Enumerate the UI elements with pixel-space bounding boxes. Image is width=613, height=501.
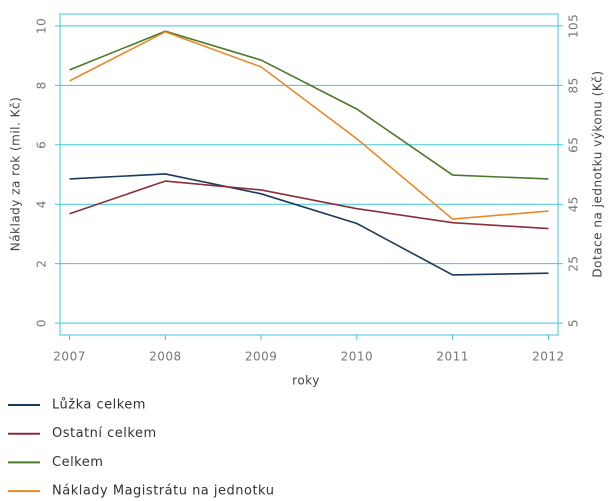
x-tick-label: 2008 xyxy=(149,350,182,364)
legend-label: Lůžka celkem xyxy=(52,398,146,413)
series-line xyxy=(69,180,549,230)
legend-label: Celkem xyxy=(52,455,103,470)
series-line xyxy=(69,30,549,220)
x-tick-label: 2010 xyxy=(341,350,374,364)
y2-tick-label: 45 xyxy=(567,196,581,212)
y2-tick-label: 25 xyxy=(567,256,581,272)
y-tick-label: 10 xyxy=(35,18,49,34)
legend-label: Ostatní celkem xyxy=(52,426,157,441)
x-tick-label: 2007 xyxy=(53,350,86,364)
y-tick-label: 4 xyxy=(35,200,49,208)
y2-axis-label: Dotace na jednotku výkonu (Kč) xyxy=(591,70,605,277)
y-axis-label: Náklady za rok (mil. Kč) xyxy=(9,97,23,252)
x-axis-label: roky xyxy=(292,374,320,388)
y-tick-label: 2 xyxy=(35,260,49,268)
x-tick-label: 2011 xyxy=(436,350,469,364)
y2-tick-label: 85 xyxy=(567,77,581,93)
series-line xyxy=(69,173,549,276)
x-tick-label: 2012 xyxy=(532,350,565,364)
x-tick-label: 2009 xyxy=(245,350,278,364)
y2-tick-label: 105 xyxy=(567,14,581,38)
y2-tick-label: 65 xyxy=(567,137,581,153)
series-line xyxy=(69,30,549,180)
y-tick-label: 0 xyxy=(35,319,49,327)
legend-label: Náklady Magistrátu na jednotku xyxy=(52,484,274,499)
y-tick-label: 8 xyxy=(35,81,49,89)
plot-frame xyxy=(59,13,559,336)
y-tick-label: 6 xyxy=(35,141,49,149)
y2-tick-label: 5 xyxy=(567,319,581,327)
